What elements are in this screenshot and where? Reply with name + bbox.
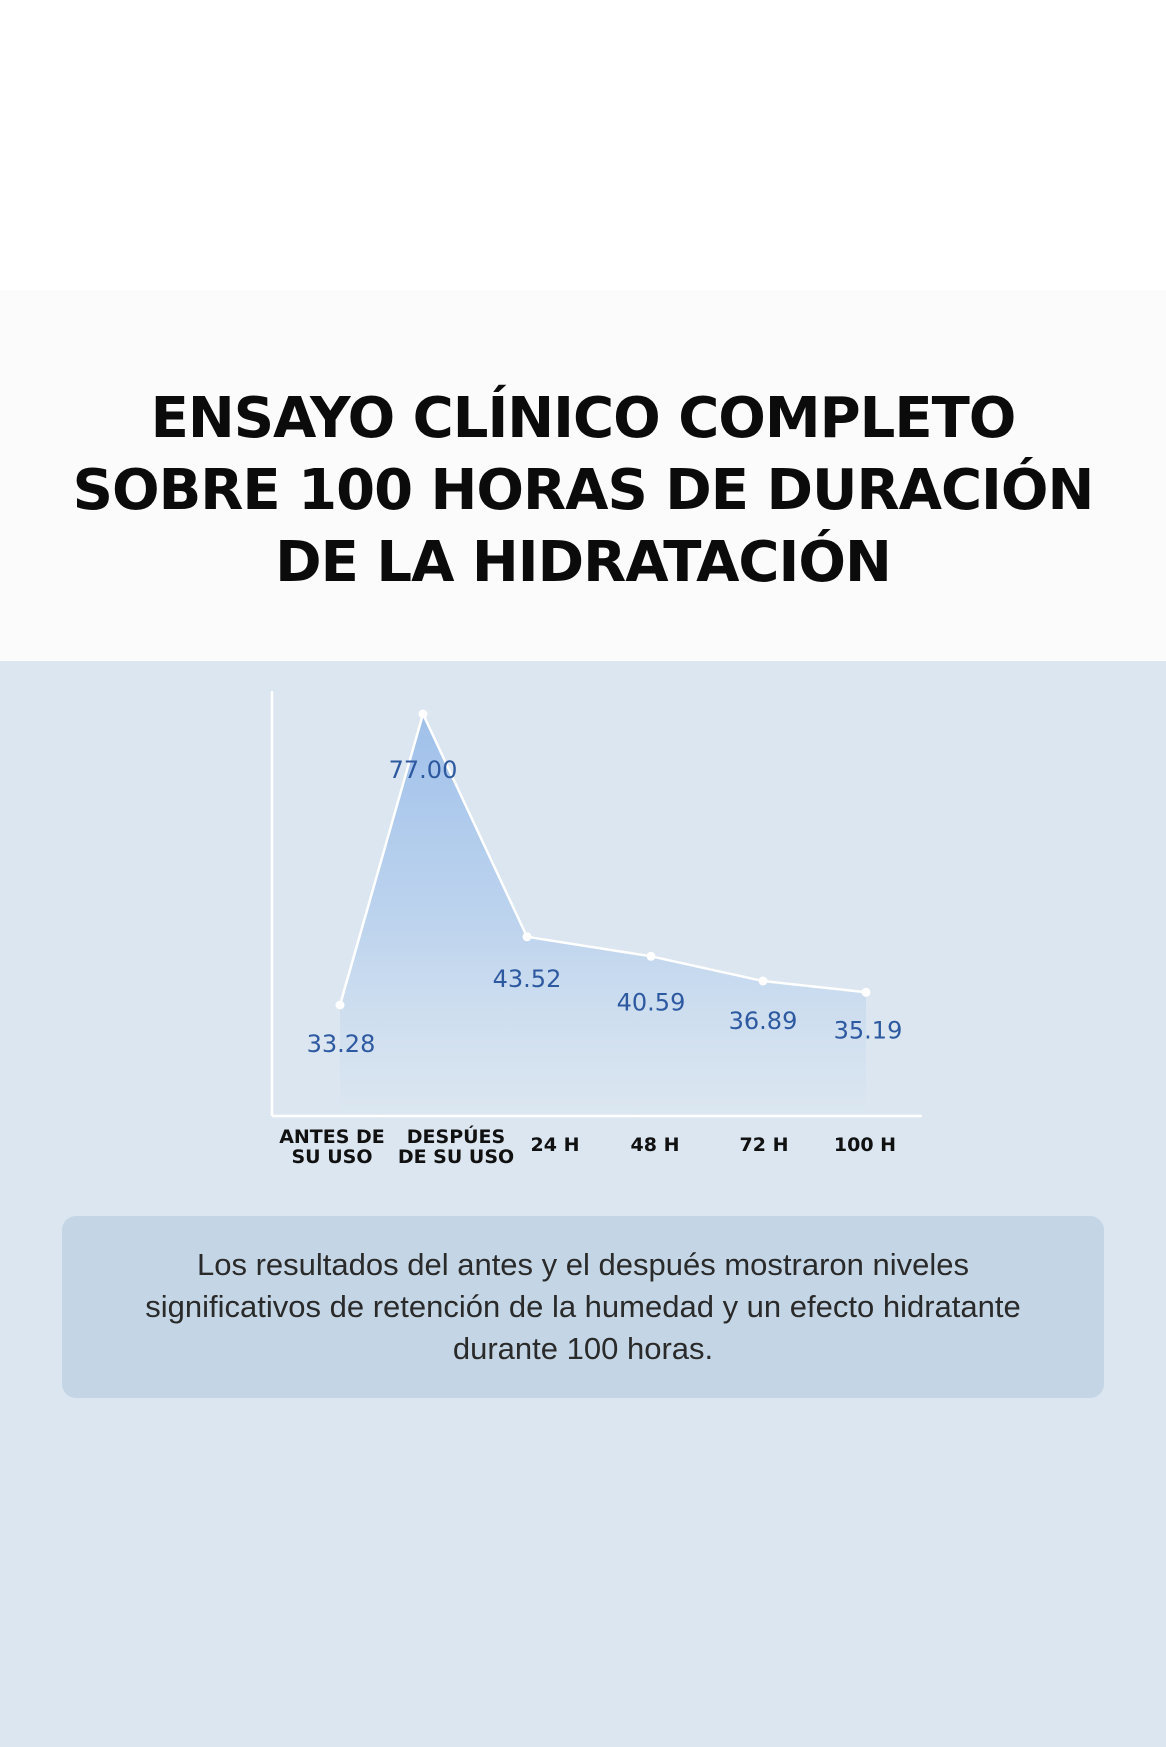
value-label-5: 36.89 [729, 1007, 798, 1035]
hydration-chart: 33.28 77.00 43.52 40.59 36.89 35.19 ANTES DE S… [270, 691, 922, 1168]
data-point-1 [335, 1000, 345, 1010]
chart-section [0, 661, 1166, 1747]
page-title: ENSAYO CLÍNICO COMPLETO SOBRE 100 HORAS … [0, 383, 1166, 599]
value-label-3: 43.52 [493, 965, 562, 993]
value-label-2: 77.00 [389, 756, 458, 784]
data-point-6 [861, 987, 871, 997]
data-area [340, 714, 866, 1116]
title-background [0, 290, 1166, 660]
data-point-5 [758, 976, 768, 986]
title-line-3: DE LA HIDRATACIÓN [275, 530, 892, 595]
summary-box: Los resultados del antes y el después mo… [62, 1216, 1104, 1398]
data-point-4 [646, 951, 656, 961]
value-label-4: 40.59 [617, 988, 686, 1016]
title-line-2: SOBRE 100 HORAS DE DURACIÓN [72, 458, 1095, 523]
x-tick-label-5: 72 H [740, 1134, 789, 1156]
x-tick-label-1: ANTES DE SU USO [279, 1126, 385, 1168]
data-point-3 [522, 932, 532, 942]
value-label-1: 33.28 [307, 1030, 376, 1058]
data-point-2 [418, 709, 428, 719]
summary-text: Los resultados del antes y el después mo… [145, 1247, 1021, 1366]
title-line-1: ENSAYO CLÍNICO COMPLETO [150, 386, 1017, 451]
series-line [338, 710, 867, 1006]
x-tick-label-4: 48 H [631, 1134, 680, 1156]
value-label-6: 35.19 [834, 1016, 903, 1044]
x-tick-label-2: DESPÚES DE SU USO [398, 1124, 514, 1168]
x-tick-label-6: 100 H [834, 1134, 896, 1156]
x-tick-label-3: 24 H [531, 1134, 580, 1156]
